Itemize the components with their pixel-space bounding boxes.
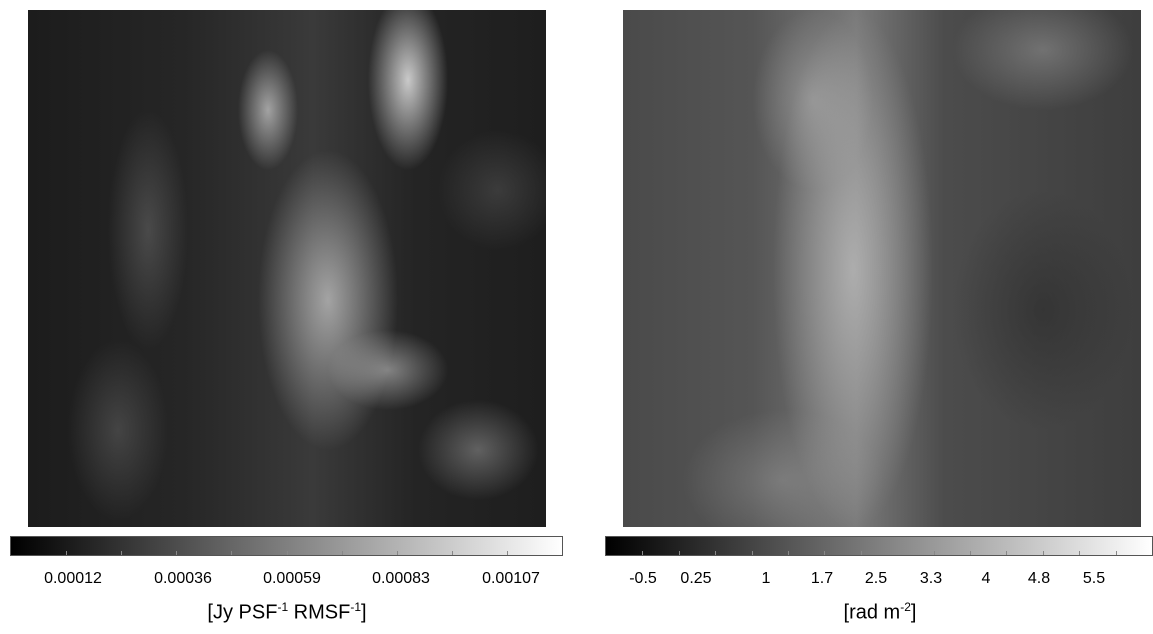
colorbar-right-tick-label: 2.5 <box>864 570 888 587</box>
colorbar-right-unit: [rad m-2] <box>844 600 917 625</box>
colorbar-right-tick-label: 4.8 <box>1027 570 1051 587</box>
colorbar-right <box>605 536 1153 556</box>
colorbar-tick <box>1042 551 1044 555</box>
colorbar-right-tick-label: 5.5 <box>1082 570 1106 587</box>
colorbar-right-tick-label: 3.3 <box>919 570 943 587</box>
colorbar-tick <box>231 551 233 555</box>
colorbar-tick <box>451 551 453 555</box>
colorbar-left-unit: [Jy PSF-1 RMSF-1] <box>207 600 366 625</box>
colorbar-tick <box>860 551 862 555</box>
colorbar-left-tick-label: 0.00036 <box>154 570 212 587</box>
unit-exponent: -2 <box>900 600 911 614</box>
colorbar-tick <box>1079 551 1081 555</box>
unit-text: [Jy PSF <box>207 601 278 624</box>
colorbar-left-tick-label: 0.00012 <box>44 570 102 587</box>
unit-exponent: -1 <box>350 600 362 614</box>
polarized-intensity-map <box>28 10 546 527</box>
colorbar-left <box>10 536 563 556</box>
colorbar-tick <box>788 551 789 555</box>
unit-text: ] <box>910 601 917 624</box>
colorbar-tick <box>341 551 343 555</box>
colorbar-tick <box>121 551 123 555</box>
colorbar-tick <box>933 551 935 555</box>
rotation-measure-map <box>623 10 1141 527</box>
unit-text: ] <box>361 601 367 624</box>
colorbar-left-ticks <box>11 537 562 555</box>
colorbar-right-tick-label: 1 <box>761 570 771 587</box>
colorbar-left-tick-label: 0.00107 <box>482 570 540 587</box>
colorbar-tick <box>176 551 178 555</box>
colorbar-right-tick-label: -0.5 <box>629 570 657 587</box>
colorbar-tick <box>715 551 717 555</box>
colorbar-right-ticks <box>606 537 1152 555</box>
colorbar-left-tick-label: 0.00059 <box>263 570 321 587</box>
colorbar-left-tick-label: 0.00083 <box>372 570 430 587</box>
colorbar-tick <box>1006 551 1008 555</box>
colorbar-tick <box>824 551 826 555</box>
colorbar-tick <box>506 551 508 555</box>
unit-exponent: -1 <box>277 600 289 614</box>
colorbar-tick <box>751 551 753 555</box>
colorbar-tick <box>970 551 971 555</box>
colorbar-right-tick-label: 0.25 <box>680 570 712 587</box>
unit-text: [rad m <box>843 601 901 624</box>
colorbar-tick <box>1115 551 1117 555</box>
colorbar-right-tick-label: 4 <box>981 570 991 587</box>
colorbar-tick <box>396 551 398 555</box>
colorbar-tick <box>678 551 680 555</box>
colorbar-tick <box>286 551 288 555</box>
colorbar-tick <box>642 551 644 555</box>
colorbar-tick <box>66 551 68 555</box>
colorbar-tick <box>897 551 899 555</box>
unit-text: RMSF <box>288 601 351 624</box>
colorbar-right-tick-label: 1.7 <box>810 570 834 587</box>
